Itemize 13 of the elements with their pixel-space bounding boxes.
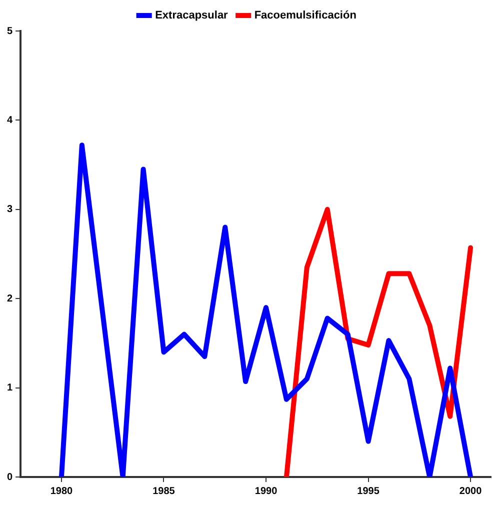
- x-tick-label: 1995: [357, 486, 380, 497]
- y-tick-label: 1: [7, 382, 13, 394]
- y-tick-label: 0: [7, 472, 13, 483]
- y-tick-label: 5: [7, 26, 13, 37]
- y-tick-label: 3: [7, 204, 13, 216]
- y-tick-label: 4: [7, 114, 13, 126]
- legend-label: Facoemulsificación: [254, 10, 357, 22]
- y-tick-label: 2: [7, 293, 13, 304]
- x-tick-label: 1990: [254, 486, 278, 497]
- x-tick-label: 2000: [459, 486, 482, 497]
- x-tick-label: 1980: [50, 486, 74, 497]
- x-tick-label: 1985: [152, 486, 176, 497]
- legend-label: Extracapsular: [155, 10, 229, 22]
